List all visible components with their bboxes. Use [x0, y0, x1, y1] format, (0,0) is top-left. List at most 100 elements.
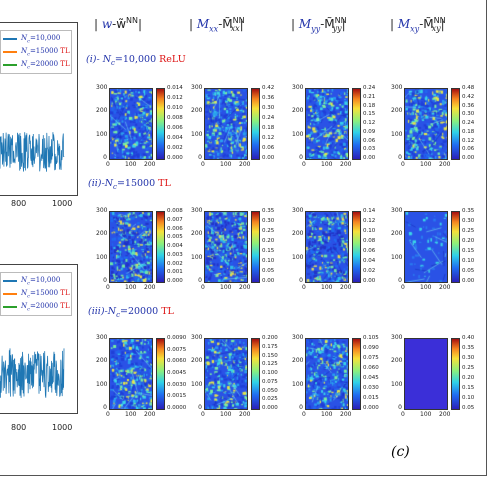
heatmap-x-tick: 200: [144, 411, 156, 418]
heatmap-y-tick: 200: [391, 107, 403, 115]
colorbar-tick: 0.000: [363, 405, 379, 411]
colorbar-tick: 0.200: [262, 335, 278, 341]
heatmap: [404, 211, 448, 283]
legend-label: Nc=10,000: [21, 276, 60, 286]
colorbar-tick: 0.010: [167, 105, 183, 111]
heatmap-x-tick: 100: [220, 284, 232, 291]
row-label-n: N: [102, 54, 111, 65]
heatmap-image: [205, 212, 247, 282]
heatmap-y-tick: 300: [96, 207, 108, 214]
heatmap: [404, 88, 448, 160]
heatmap-x-tick: 200: [340, 411, 352, 418]
header-prefix: |: [291, 17, 299, 31]
legend-n: N: [21, 60, 28, 68]
legend-label: Nc=20000 TL: [21, 60, 70, 70]
legend-sub: c: [27, 51, 30, 58]
header-symbol: M: [298, 17, 312, 31]
header-symbol-sub: xy: [410, 24, 420, 34]
colorbar-tick: 0.08: [363, 238, 376, 244]
legend-sub: c: [27, 38, 30, 45]
heatmap-x-tick: 100: [321, 284, 333, 291]
colorbar: [451, 211, 460, 283]
row-label: (ii)-Nc=15000 TL: [88, 178, 171, 191]
figure-frame: [0, 0, 487, 476]
legend-val: =20000: [29, 60, 61, 68]
colorbar: [156, 338, 165, 410]
heatmap: [404, 338, 448, 410]
heatmap-x-tick: 100: [125, 411, 137, 418]
header-approx: w̃: [116, 17, 127, 31]
heatmap-x-tick: 100: [125, 161, 137, 168]
colorbar-tick: 0.004: [167, 135, 183, 141]
row-label-value: =10,000: [114, 54, 160, 65]
colorbar-tick: 0.0075: [167, 346, 187, 353]
heatmap-y-tick: 100: [292, 130, 304, 138]
colorbar-tick: 0.02: [363, 268, 376, 274]
colorbar-tick: 0.0015: [167, 393, 187, 400]
heatmap-x-tick: 200: [144, 161, 156, 168]
colorbar: [451, 338, 460, 410]
heatmap-x-tick: 100: [220, 411, 232, 418]
colorbar-tick: 0.060: [363, 365, 379, 371]
colorbar-tick: 0.014: [167, 85, 183, 91]
colorbar-tick: 0.006: [167, 125, 183, 131]
colorbar-tick: 0.10: [363, 228, 376, 234]
legend-val: =15000: [29, 289, 61, 297]
header-suffix: |: [440, 17, 445, 31]
heatmap-y-tick: 0: [103, 154, 107, 161]
colorbar-tick: 0.000: [167, 155, 183, 161]
row-label-index: (ii): [88, 178, 102, 189]
colorbar-tick: 0.35: [262, 208, 275, 214]
legend-n: N: [21, 302, 28, 310]
heatmap-y-tick: 300: [96, 84, 108, 91]
heatmap-image: [205, 339, 247, 409]
legend-swatch: [3, 64, 17, 66]
row-label-value: =15000: [116, 178, 159, 189]
heatmap-x-tick: 0: [201, 411, 205, 418]
heatmap-x-tick: 200: [439, 284, 451, 291]
colorbar-tick: 0.30: [462, 111, 475, 118]
header-suffix: |: [138, 17, 143, 31]
legend-item: Nc=20000 TL: [3, 302, 71, 312]
heatmap-y-tick: 300: [292, 207, 304, 214]
heatmap-y-tick: 100: [96, 253, 108, 261]
heatmap-y-tick: 100: [391, 130, 403, 138]
series-line: [0, 132, 65, 172]
legend-sub: c: [27, 293, 30, 300]
colorbar-tick: 0.12: [363, 218, 376, 224]
colorbar-tick: 0.12: [262, 135, 275, 141]
colorbar-tick: 0.00: [262, 278, 275, 284]
row-label-tag: ReLU: [159, 54, 186, 65]
heatmap-x-tick: 0: [401, 284, 405, 291]
header-approx-sup: NN: [232, 16, 245, 25]
colorbar-tick: 0.006: [167, 225, 183, 232]
colorbar-tick: 0.00: [363, 278, 376, 284]
heatmap-y-tick: 200: [191, 107, 203, 115]
colorbar-tick: 0.21: [363, 93, 376, 100]
row-label-n: -N: [101, 178, 114, 189]
legend-swatch: [3, 306, 17, 308]
legend-swatch: [3, 51, 17, 53]
heatmap-x-tick: 200: [239, 411, 251, 418]
heatmap-y-tick: 0: [103, 404, 107, 411]
colorbar-tick: 0.05: [262, 268, 275, 274]
header-symbol: w: [101, 17, 113, 31]
heatmap-y-tick: 100: [391, 380, 403, 388]
heatmap-y-tick: 300: [391, 207, 403, 214]
colorbar-tick: 0.30: [462, 355, 475, 361]
heatmap-x-tick: 0: [201, 161, 205, 168]
heatmap-x-tick: 100: [420, 284, 432, 291]
heatmap-y-tick: 200: [292, 357, 304, 365]
heatmap-image: [110, 89, 152, 159]
colorbar-tick: 0.35: [462, 345, 475, 351]
header-prefix: |: [390, 17, 398, 31]
legend-item: Nc=20000 TL: [3, 60, 71, 70]
colorbar-tick: 0.075: [262, 378, 278, 385]
legend-tag: TL: [60, 302, 70, 310]
row-label-tag: TL: [158, 178, 171, 189]
heatmap: [204, 88, 248, 160]
heatmap-x-tick: 200: [340, 284, 352, 291]
colorbar: [251, 211, 260, 283]
colorbar-tick: 0.24: [363, 85, 376, 91]
colorbar-tick: 0.00: [462, 278, 475, 284]
